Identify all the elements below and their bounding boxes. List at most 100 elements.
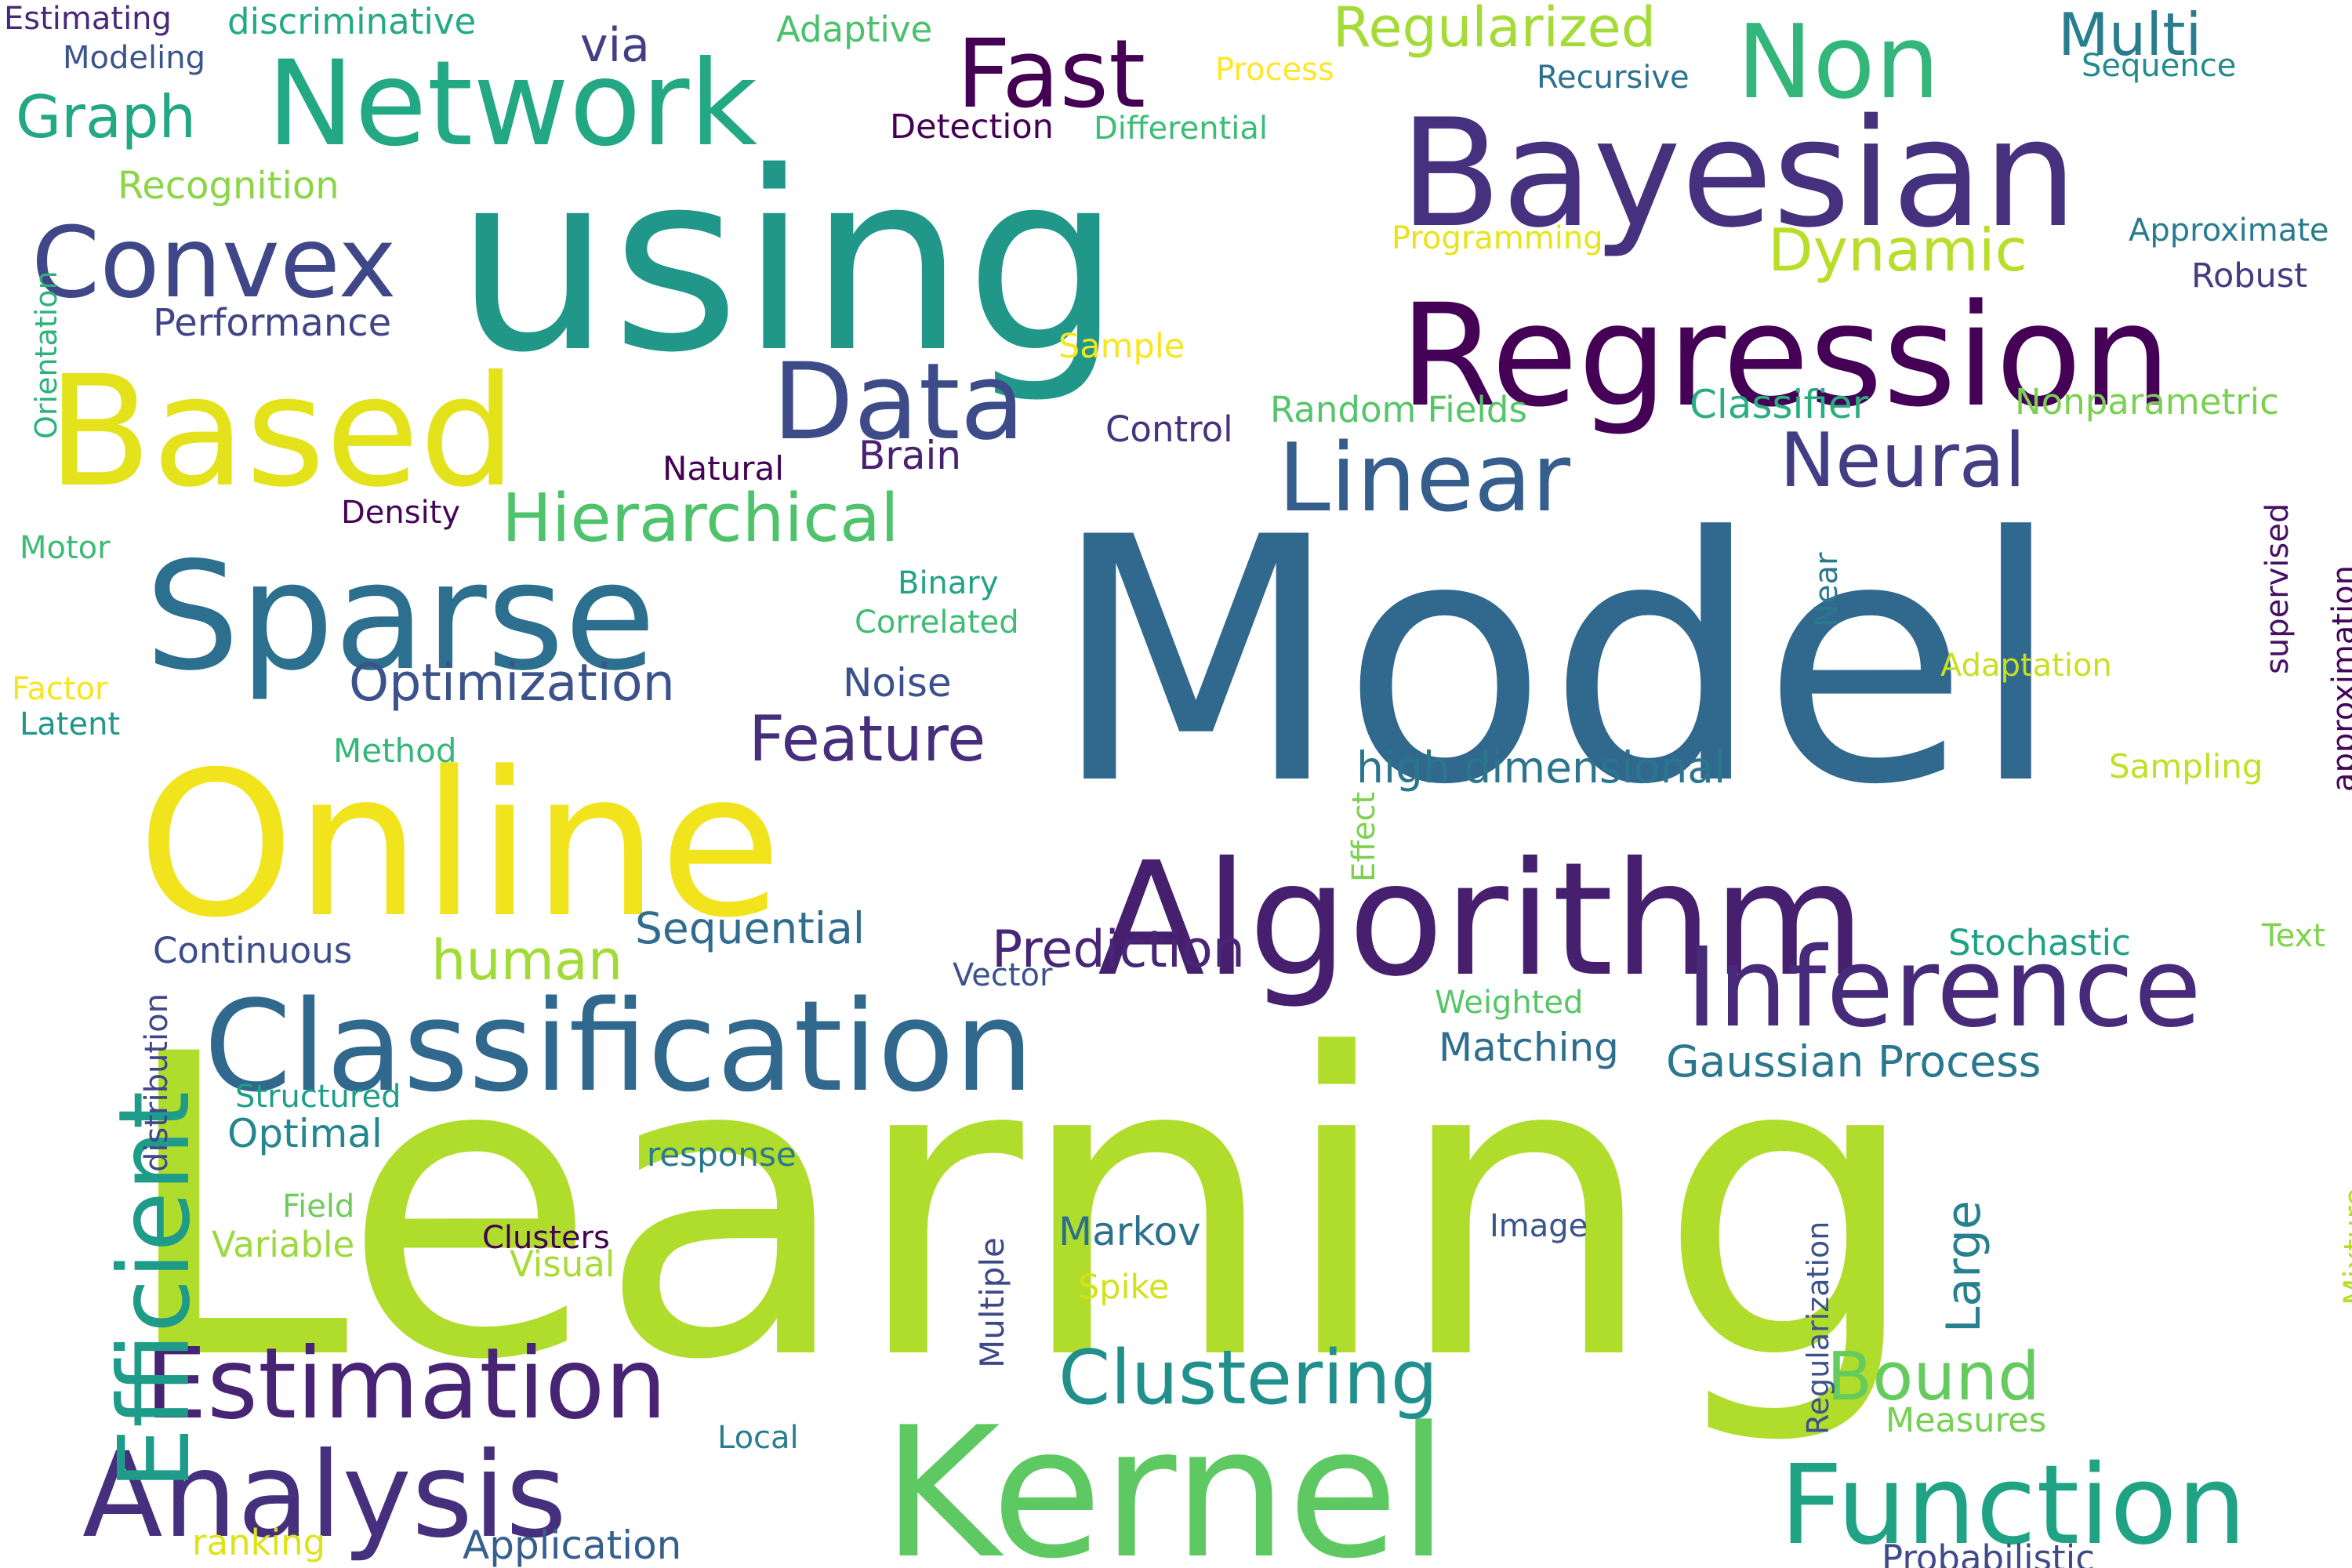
cloud-word: Performance <box>153 300 392 345</box>
cloud-word: Analysis <box>82 1428 568 1564</box>
cloud-word: Stochastic <box>1948 921 2131 964</box>
cloud-word: Clusters <box>482 1219 610 1256</box>
cloud-word: Multiple <box>973 1237 1011 1368</box>
cloud-word: Algorithm <box>1098 829 1866 1011</box>
cloud-word: ranking <box>192 1521 326 1563</box>
cloud-word: Mixture <box>2338 1187 2352 1305</box>
cloud-word: Optimization <box>349 654 675 713</box>
cloud-word: Weighted <box>1435 984 1584 1021</box>
cloud-word: approximation <box>2326 565 2352 792</box>
cloud-word: Text <box>2262 917 2325 954</box>
cloud-word: Robust <box>2191 256 2308 296</box>
cloud-word: Sample <box>1058 327 1185 367</box>
cloud-word: supervised <box>2259 503 2296 674</box>
cloud-word: human <box>431 928 623 993</box>
cloud-word: Probabilistic <box>1882 1537 2095 1568</box>
cloud-word: Optimal <box>227 1111 383 1156</box>
cloud-word: Based <box>47 342 517 521</box>
cloud-word: via <box>580 18 650 74</box>
cloud-word: Variable <box>212 1223 355 1265</box>
cloud-word: Convex <box>31 205 397 320</box>
cloud-word: high dimensional <box>1356 742 1726 793</box>
cloud-word: Matching <box>1439 1025 1619 1070</box>
cloud-word: Kernel <box>882 1388 1449 1568</box>
cloud-word: Approximate <box>2129 212 2329 249</box>
cloud-word: Online <box>137 729 782 963</box>
cloud-word: Method <box>333 731 457 771</box>
cloud-word: Dynamic <box>1768 215 2027 285</box>
cloud-word: Sparse <box>145 529 656 703</box>
cloud-word: Sampling <box>2109 747 2263 786</box>
cloud-word: Structured <box>235 1078 401 1115</box>
cloud-word: Fast <box>956 20 1146 130</box>
cloud-word: Correlated <box>855 604 1019 641</box>
cloud-word: Estimation <box>145 1327 667 1441</box>
cloud-word: Latent <box>20 706 121 742</box>
cloud-word: response <box>647 1135 797 1174</box>
cloud-word: Regularization <box>1801 1221 1835 1435</box>
cloud-word: Programming <box>1392 220 1603 256</box>
cloud-word: Regularized <box>1333 0 1657 60</box>
cloud-word: Model <box>1051 466 2063 858</box>
cloud-word: Factor <box>12 670 108 707</box>
cloud-word: Random Fields <box>1270 388 1527 430</box>
cloud-word: Effect <box>1346 791 1382 882</box>
cloud-word: Control <box>1105 408 1233 450</box>
cloud-word: Differential <box>1094 110 1269 147</box>
cloud-word: Field <box>282 1188 355 1225</box>
cloud-word: Measures <box>1886 1401 2047 1441</box>
cloud-word: Local <box>717 1419 799 1456</box>
cloud-word: Classification <box>204 973 1034 1120</box>
cloud-word: distribution <box>139 993 175 1172</box>
cloud-word: Neural <box>1780 417 2026 504</box>
cloud-word: Markov <box>1058 1209 1201 1254</box>
cloud-word: Brain <box>858 433 962 478</box>
cloud-word: Hierarchical <box>502 479 899 557</box>
cloud-word: Learning <box>118 966 1922 1450</box>
cloud-word: Continuous <box>153 929 353 971</box>
cloud-word: Regression <box>1399 274 2172 438</box>
cloud-word: Clustering <box>1058 1334 1439 1421</box>
cloud-word: Bayesian <box>1399 86 2078 260</box>
cloud-word: Application <box>463 1523 682 1568</box>
cloud-word: Noise <box>843 660 952 706</box>
cloud-word: Function <box>1780 1441 2247 1568</box>
cloud-word: Spike <box>1078 1268 1170 1308</box>
cloud-word: Sequential <box>635 903 866 954</box>
cloud-word: Modeling <box>63 39 205 76</box>
cloud-word: Feature <box>749 702 986 775</box>
cloud-word: Recursive <box>1537 59 1690 96</box>
cloud-word: Prediction <box>992 920 1245 980</box>
cloud-word: using <box>455 120 1122 408</box>
cloud-word: Orientation <box>29 270 64 439</box>
cloud-word: Bound <box>1827 1338 2041 1416</box>
cloud-word: Multi <box>2058 0 2202 69</box>
cloud-word: Linear <box>1278 424 1570 534</box>
cloud-word: Non <box>1737 2 1940 122</box>
cloud-word: Estimating <box>4 0 172 37</box>
cloud-word: Near <box>1809 552 1845 628</box>
cloud-word: Large <box>1936 1200 1991 1333</box>
cloud-word: Image <box>1490 1207 1588 1244</box>
cloud-word: Detection <box>890 107 1054 147</box>
cloud-word: Sequence <box>2082 47 2237 84</box>
cloud-word: Binary <box>898 564 999 601</box>
cloud-word: Nonparametric <box>2015 380 2279 423</box>
cloud-word: Recognition <box>118 163 339 208</box>
cloud-word: Inference <box>1686 924 2201 1052</box>
cloud-word: Visual <box>510 1243 615 1285</box>
cloud-word: Data <box>772 339 1025 463</box>
cloud-word: discriminative <box>227 0 477 42</box>
cloud-word: Adaptive <box>776 8 933 50</box>
cloud-word: Natural <box>662 449 784 488</box>
cloud-word: Density <box>341 494 461 531</box>
cloud-word: Classifier <box>1690 382 1869 427</box>
cloud-word: Gaussian Process <box>1666 1036 2042 1087</box>
cloud-word: Graph <box>16 82 197 151</box>
cloud-word: Motor <box>20 529 111 566</box>
cloud-word: Vector <box>953 956 1053 993</box>
cloud-word: Adaptation <box>1940 647 2112 684</box>
cloud-word: Process <box>1215 51 1334 88</box>
cloud-word: Network <box>267 36 758 172</box>
